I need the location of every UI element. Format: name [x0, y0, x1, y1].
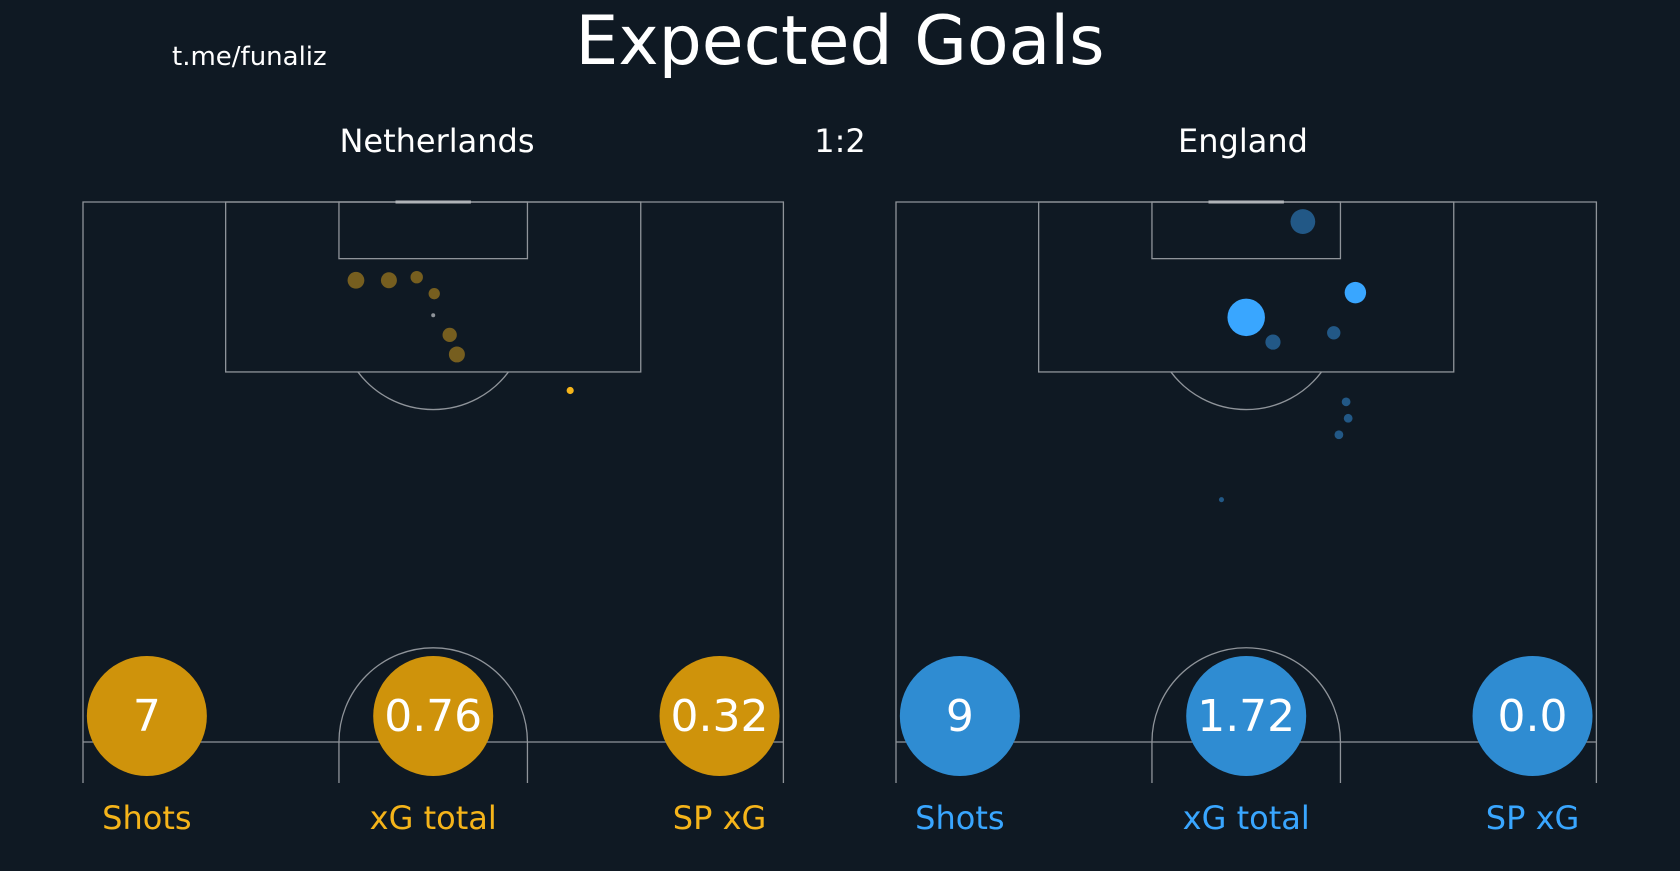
england-centre-circle [1151, 647, 1342, 783]
netherlands-penalty-spot [431, 313, 436, 318]
netherlands-shot-marker [347, 271, 365, 289]
england-shot-marker [1218, 497, 1225, 503]
england-shot-marker [1327, 326, 1341, 340]
england-shot-marker [1344, 281, 1367, 304]
england-shot-marker [1227, 298, 1265, 337]
netherlands-penalty-area [225, 201, 642, 373]
england-stat-value-2: 0.0 [1498, 691, 1568, 742]
chart-title: Expected Goals [575, 2, 1105, 81]
england-shot-marker [1265, 334, 1281, 350]
england-shot-marker [1290, 209, 1316, 234]
netherlands-six-yard-box [338, 201, 529, 260]
netherlands-shot-marker [448, 346, 465, 363]
england-stat-value-0: 9 [946, 691, 974, 742]
england-six-yard-box [1151, 201, 1342, 260]
netherlands-centre-circle [338, 647, 529, 783]
netherlands-stat-circle-0 [86, 656, 207, 776]
netherlands-stat-label-2: SP xG [673, 799, 767, 837]
england-stat-circle-1 [1186, 656, 1307, 776]
england-stat-label-0: Shots [915, 799, 1004, 837]
england-penalty-arc [1170, 371, 1323, 411]
england-shot-marker [1334, 430, 1344, 440]
netherlands-shot-marker [428, 288, 440, 300]
england-penalty-area [1038, 201, 1455, 373]
england-stat-circle-0 [899, 656, 1020, 776]
netherlands-stat-value-1: 0.76 [384, 691, 482, 742]
netherlands-stat-circle-1 [373, 656, 494, 776]
england-shot-marker [1343, 413, 1353, 423]
netherlands-shot-marker [410, 270, 423, 284]
england-stat-label-1: xG total [1183, 799, 1310, 837]
netherlands-shot-marker [566, 386, 574, 395]
netherlands-stat-label-0: Shots [102, 799, 191, 837]
netherlands-stat-value-2: 0.32 [671, 691, 769, 742]
watermark-text: t.me/funaliz [172, 42, 327, 72]
netherlands-stat-circle-2 [659, 656, 780, 776]
england-stat-circle-2 [1472, 656, 1593, 776]
netherlands-stat-value-0: 7 [133, 691, 161, 742]
england-shot-marker [1341, 397, 1351, 407]
netherlands-stat-label-1: xG total [370, 799, 497, 837]
netherlands-shot-marker [442, 327, 457, 343]
england-stat-value-1: 1.72 [1197, 691, 1295, 742]
team-name-england: England [1178, 122, 1308, 160]
team-name-netherlands: Netherlands [339, 122, 535, 160]
netherlands-penalty-arc [357, 371, 510, 411]
netherlands-shot-marker [380, 272, 397, 289]
england-stat-label-2: SP xG [1486, 799, 1580, 837]
match-score: 1:2 [814, 122, 866, 160]
